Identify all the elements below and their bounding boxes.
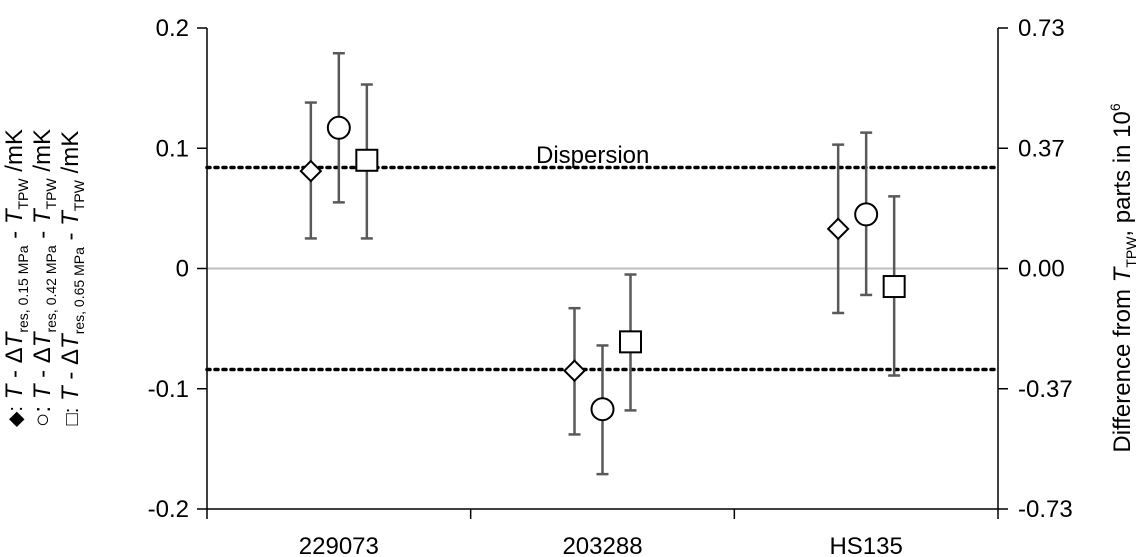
y-label-ttpw-3: T xyxy=(57,209,84,226)
y-label-tres-2: T xyxy=(29,330,56,347)
y2-tick-label: -0.73 xyxy=(1018,496,1073,523)
square-point xyxy=(619,330,642,354)
y-label-minus-delta: - Δ xyxy=(1,347,28,384)
y-label-res-sub-2: res, 0.42 MPa xyxy=(43,245,59,332)
square-marker-label: □: xyxy=(61,408,83,426)
y-tick-label: -0.1 xyxy=(148,376,189,403)
circle-point xyxy=(590,397,615,422)
square-point xyxy=(882,275,906,299)
y-tick-label: 0.1 xyxy=(156,135,189,162)
diamond-point xyxy=(299,159,323,183)
y-label-minus-delta-2: - Δ xyxy=(29,347,56,384)
y-label-ttpw-2: T xyxy=(29,207,56,224)
y-label-res-sub: res, 0.15 MPa xyxy=(15,245,31,332)
y-axis-label-group: ◆: T - ΔTres, 0.15 MPa - TTPW /mK ○: T -… xyxy=(1,129,87,427)
x-category-label: 203288 xyxy=(562,533,642,557)
y2-tick-label: 0.00 xyxy=(1018,256,1065,283)
y-label-minus-2: - xyxy=(29,224,56,245)
y-axis-label-line-3: □: T - ΔTres, 0.65 MPa - TTPW /mK xyxy=(57,131,87,426)
circle-point xyxy=(854,202,879,227)
dispersion-annotation: Dispersion xyxy=(536,142,649,169)
y2-label-t: T xyxy=(1109,265,1136,282)
y2-label-prefix: Difference from xyxy=(1109,282,1136,452)
y-axis-label-line-1: ◆: T - ΔTres, 0.15 MPa - TTPW /mK xyxy=(1,129,31,427)
y2-axis-label: Difference from TTPW, parts in 106 xyxy=(1107,103,1139,452)
y-label-tres-3: T xyxy=(57,332,84,349)
y-label-t: T xyxy=(1,382,28,399)
diamond-marker-label: ◆: xyxy=(5,406,27,427)
y-label-tpw-sub-3: TPW xyxy=(71,179,87,211)
y2-label-suffix: , parts in 10 xyxy=(1109,111,1136,236)
x-category-label: 229073 xyxy=(299,533,379,557)
y-label-minus: - xyxy=(1,224,28,245)
diamond-point xyxy=(826,217,850,241)
y-label-tres: T xyxy=(1,330,28,347)
y2-label-tpw-sub: TPW xyxy=(1123,236,1139,268)
y2-tick-label: -0.37 xyxy=(1018,376,1073,403)
y2-tick-label: 0.37 xyxy=(1018,135,1065,162)
y-label-minus-3: - xyxy=(57,226,84,247)
y-label-minus-delta-3: - Δ xyxy=(57,349,84,386)
y2-tick-label: 0.73 xyxy=(1018,15,1065,42)
y-label-t-3: T xyxy=(57,384,84,401)
y-label-t-2: T xyxy=(29,382,56,399)
y2-axis-label-group: Difference from TTPW, parts in 106 xyxy=(1107,103,1139,452)
diamond-point xyxy=(563,359,586,383)
y-label-unit-2: /mK xyxy=(29,129,56,178)
y-label-tpw-sub-2: TPW xyxy=(43,177,59,209)
y-label-unit-3: /mK xyxy=(57,131,84,180)
x-category-label: HS135 xyxy=(829,533,902,557)
y-label-unit: /mK xyxy=(1,129,28,178)
circle-marker-label: ○: xyxy=(29,406,56,427)
y-tick-label: 0 xyxy=(176,256,189,283)
y-label-res-sub-3: res, 0.65 MPa xyxy=(71,247,87,334)
y2-label-sup: 6 xyxy=(1107,103,1123,111)
y-label-tpw-sub: TPW xyxy=(15,178,31,210)
circle-point xyxy=(326,115,351,140)
y-tick-label: -0.2 xyxy=(148,496,189,523)
square-point xyxy=(355,148,379,172)
y-label-ttpw: T xyxy=(1,207,28,224)
y-axis-label-line-2: ○: T - ΔTres, 0.42 MPa - TTPW /mK xyxy=(29,129,59,427)
plot-area: 0.2 0.1 0 -0.1 -0.2 0.73 0.37 0.00 -0.37 -0.73 229… xyxy=(148,15,1073,557)
y-tick-label: 0.2 xyxy=(156,15,189,42)
